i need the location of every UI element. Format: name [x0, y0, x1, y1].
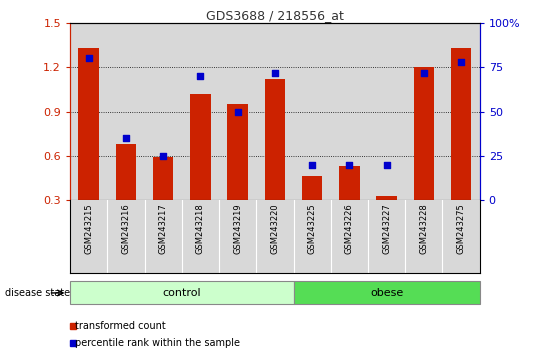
Bar	[153, 157, 174, 200]
Bar	[190, 94, 211, 200]
Text: GSM243217: GSM243217	[158, 204, 168, 255]
Bar	[413, 67, 434, 200]
Text: GSM243215: GSM243215	[84, 204, 93, 254]
Point	[85, 56, 93, 61]
Point	[419, 70, 428, 75]
Text: GSM243219: GSM243219	[233, 204, 242, 254]
Bar	[79, 48, 99, 200]
Text: GSM243225: GSM243225	[308, 204, 316, 254]
Bar	[376, 195, 397, 200]
Text: GSM243220: GSM243220	[271, 204, 279, 254]
Text: GSM243216: GSM243216	[121, 204, 130, 255]
Title: GDS3688 / 218556_at: GDS3688 / 218556_at	[206, 9, 344, 22]
Bar	[227, 104, 248, 200]
Text: control: control	[162, 288, 201, 298]
Bar	[116, 144, 136, 200]
Text: GSM243218: GSM243218	[196, 204, 205, 255]
Text: GSM243227: GSM243227	[382, 204, 391, 255]
Text: obese: obese	[370, 288, 403, 298]
Point	[345, 162, 354, 167]
Bar	[451, 48, 471, 200]
Point	[457, 59, 465, 65]
Text: transformed count: transformed count	[75, 321, 166, 331]
Point	[159, 153, 168, 159]
Bar	[70, 281, 294, 304]
Point	[271, 70, 279, 75]
Text: percentile rank within the sample: percentile rank within the sample	[75, 338, 240, 348]
Point	[233, 109, 242, 114]
Point	[122, 135, 130, 141]
Point	[382, 162, 391, 167]
Bar	[265, 79, 285, 200]
Bar	[302, 176, 322, 200]
Text: disease state: disease state	[5, 288, 71, 298]
Text: GSM243275: GSM243275	[457, 204, 466, 255]
Point	[196, 73, 205, 79]
Point	[308, 162, 316, 167]
Bar	[294, 281, 480, 304]
Bar	[339, 166, 360, 200]
Text: GSM243228: GSM243228	[419, 204, 429, 255]
Text: GSM243226: GSM243226	[345, 204, 354, 255]
